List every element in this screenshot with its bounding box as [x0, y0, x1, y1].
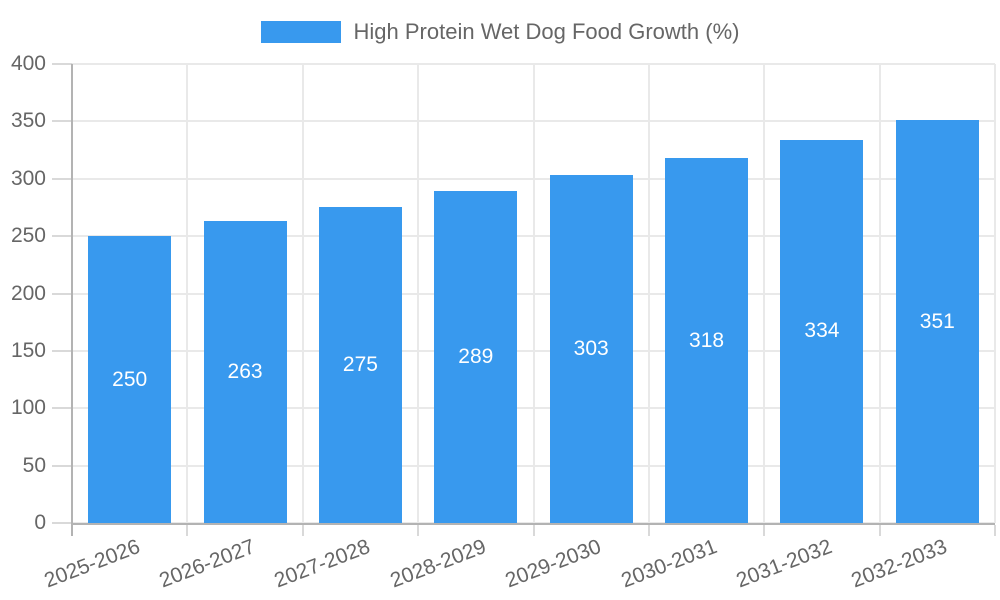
- bar-value-label: 334: [804, 319, 840, 343]
- bar-value-label: 275: [342, 353, 378, 377]
- gridline-vertical: [417, 64, 420, 523]
- x-axis-tick-mark: [417, 525, 420, 536]
- x-axis-tick-mark: [878, 525, 881, 536]
- y-axis-tick-label: 300: [10, 166, 46, 190]
- y-axis-tick-mark: [52, 522, 72, 524]
- bar[interactable]: 351: [895, 120, 979, 523]
- bar-value-label: 263: [227, 360, 263, 384]
- bar[interactable]: 334: [780, 139, 864, 523]
- gridline-vertical: [763, 64, 766, 523]
- x-axis-tick-mark: [647, 525, 650, 536]
- y-axis-tick-label: 250: [10, 224, 46, 248]
- x-axis-tick-mark: [994, 525, 996, 536]
- gridline-vertical: [878, 64, 881, 523]
- bar-value-label: 303: [573, 337, 609, 361]
- y-axis-tick-mark: [52, 235, 72, 238]
- x-axis-tick-mark: [532, 525, 535, 536]
- y-axis-tick-label: 200: [10, 281, 46, 305]
- bar[interactable]: 289: [434, 191, 518, 523]
- y-axis-tick-label: 100: [10, 396, 46, 420]
- bar-value-label: 250: [112, 367, 148, 391]
- bar[interactable]: 263: [203, 221, 287, 523]
- y-axis-tick-mark: [52, 120, 72, 123]
- y-axis-tick-label: 150: [10, 338, 46, 362]
- legend-swatch: [260, 21, 341, 43]
- y-axis-tick-label: 0: [34, 511, 46, 534]
- bar-value-label: 351: [919, 309, 955, 333]
- legend-label: High Protein Wet Dog Food Growth (%): [353, 19, 740, 44]
- y-axis-tick-label: 400: [10, 52, 46, 75]
- gridline-vertical: [301, 64, 304, 523]
- bar-value-label: 318: [689, 328, 725, 352]
- y-axis-tick-mark: [52, 63, 72, 65]
- chart-legend[interactable]: High Protein Wet Dog Food Growth (%): [0, 19, 1000, 45]
- gridline-vertical: [647, 64, 650, 523]
- bar-value-label: 289: [458, 345, 494, 369]
- y-axis-tick-mark: [52, 349, 72, 352]
- gridline-vertical: [186, 64, 189, 523]
- gridline-vertical: [994, 64, 996, 523]
- x-axis-tick-mark: [301, 525, 304, 536]
- gridline-vertical: [532, 64, 535, 523]
- x-axis-line: [72, 523, 995, 525]
- x-axis-tick-mark: [763, 525, 766, 536]
- y-axis-tick-mark: [52, 464, 72, 467]
- y-axis-line: [71, 64, 73, 536]
- y-axis-tick-mark: [52, 407, 72, 410]
- bar[interactable]: 303: [549, 175, 633, 523]
- y-axis-tick-mark: [52, 177, 72, 180]
- y-axis-tick-mark: [52, 292, 72, 295]
- y-axis-tick-label: 350: [10, 109, 46, 133]
- bar[interactable]: 250: [88, 236, 172, 523]
- bar[interactable]: 318: [665, 158, 749, 523]
- y-axis-tick-label: 50: [22, 453, 46, 477]
- bar[interactable]: 275: [318, 207, 402, 523]
- x-axis-tick-mark: [186, 525, 189, 536]
